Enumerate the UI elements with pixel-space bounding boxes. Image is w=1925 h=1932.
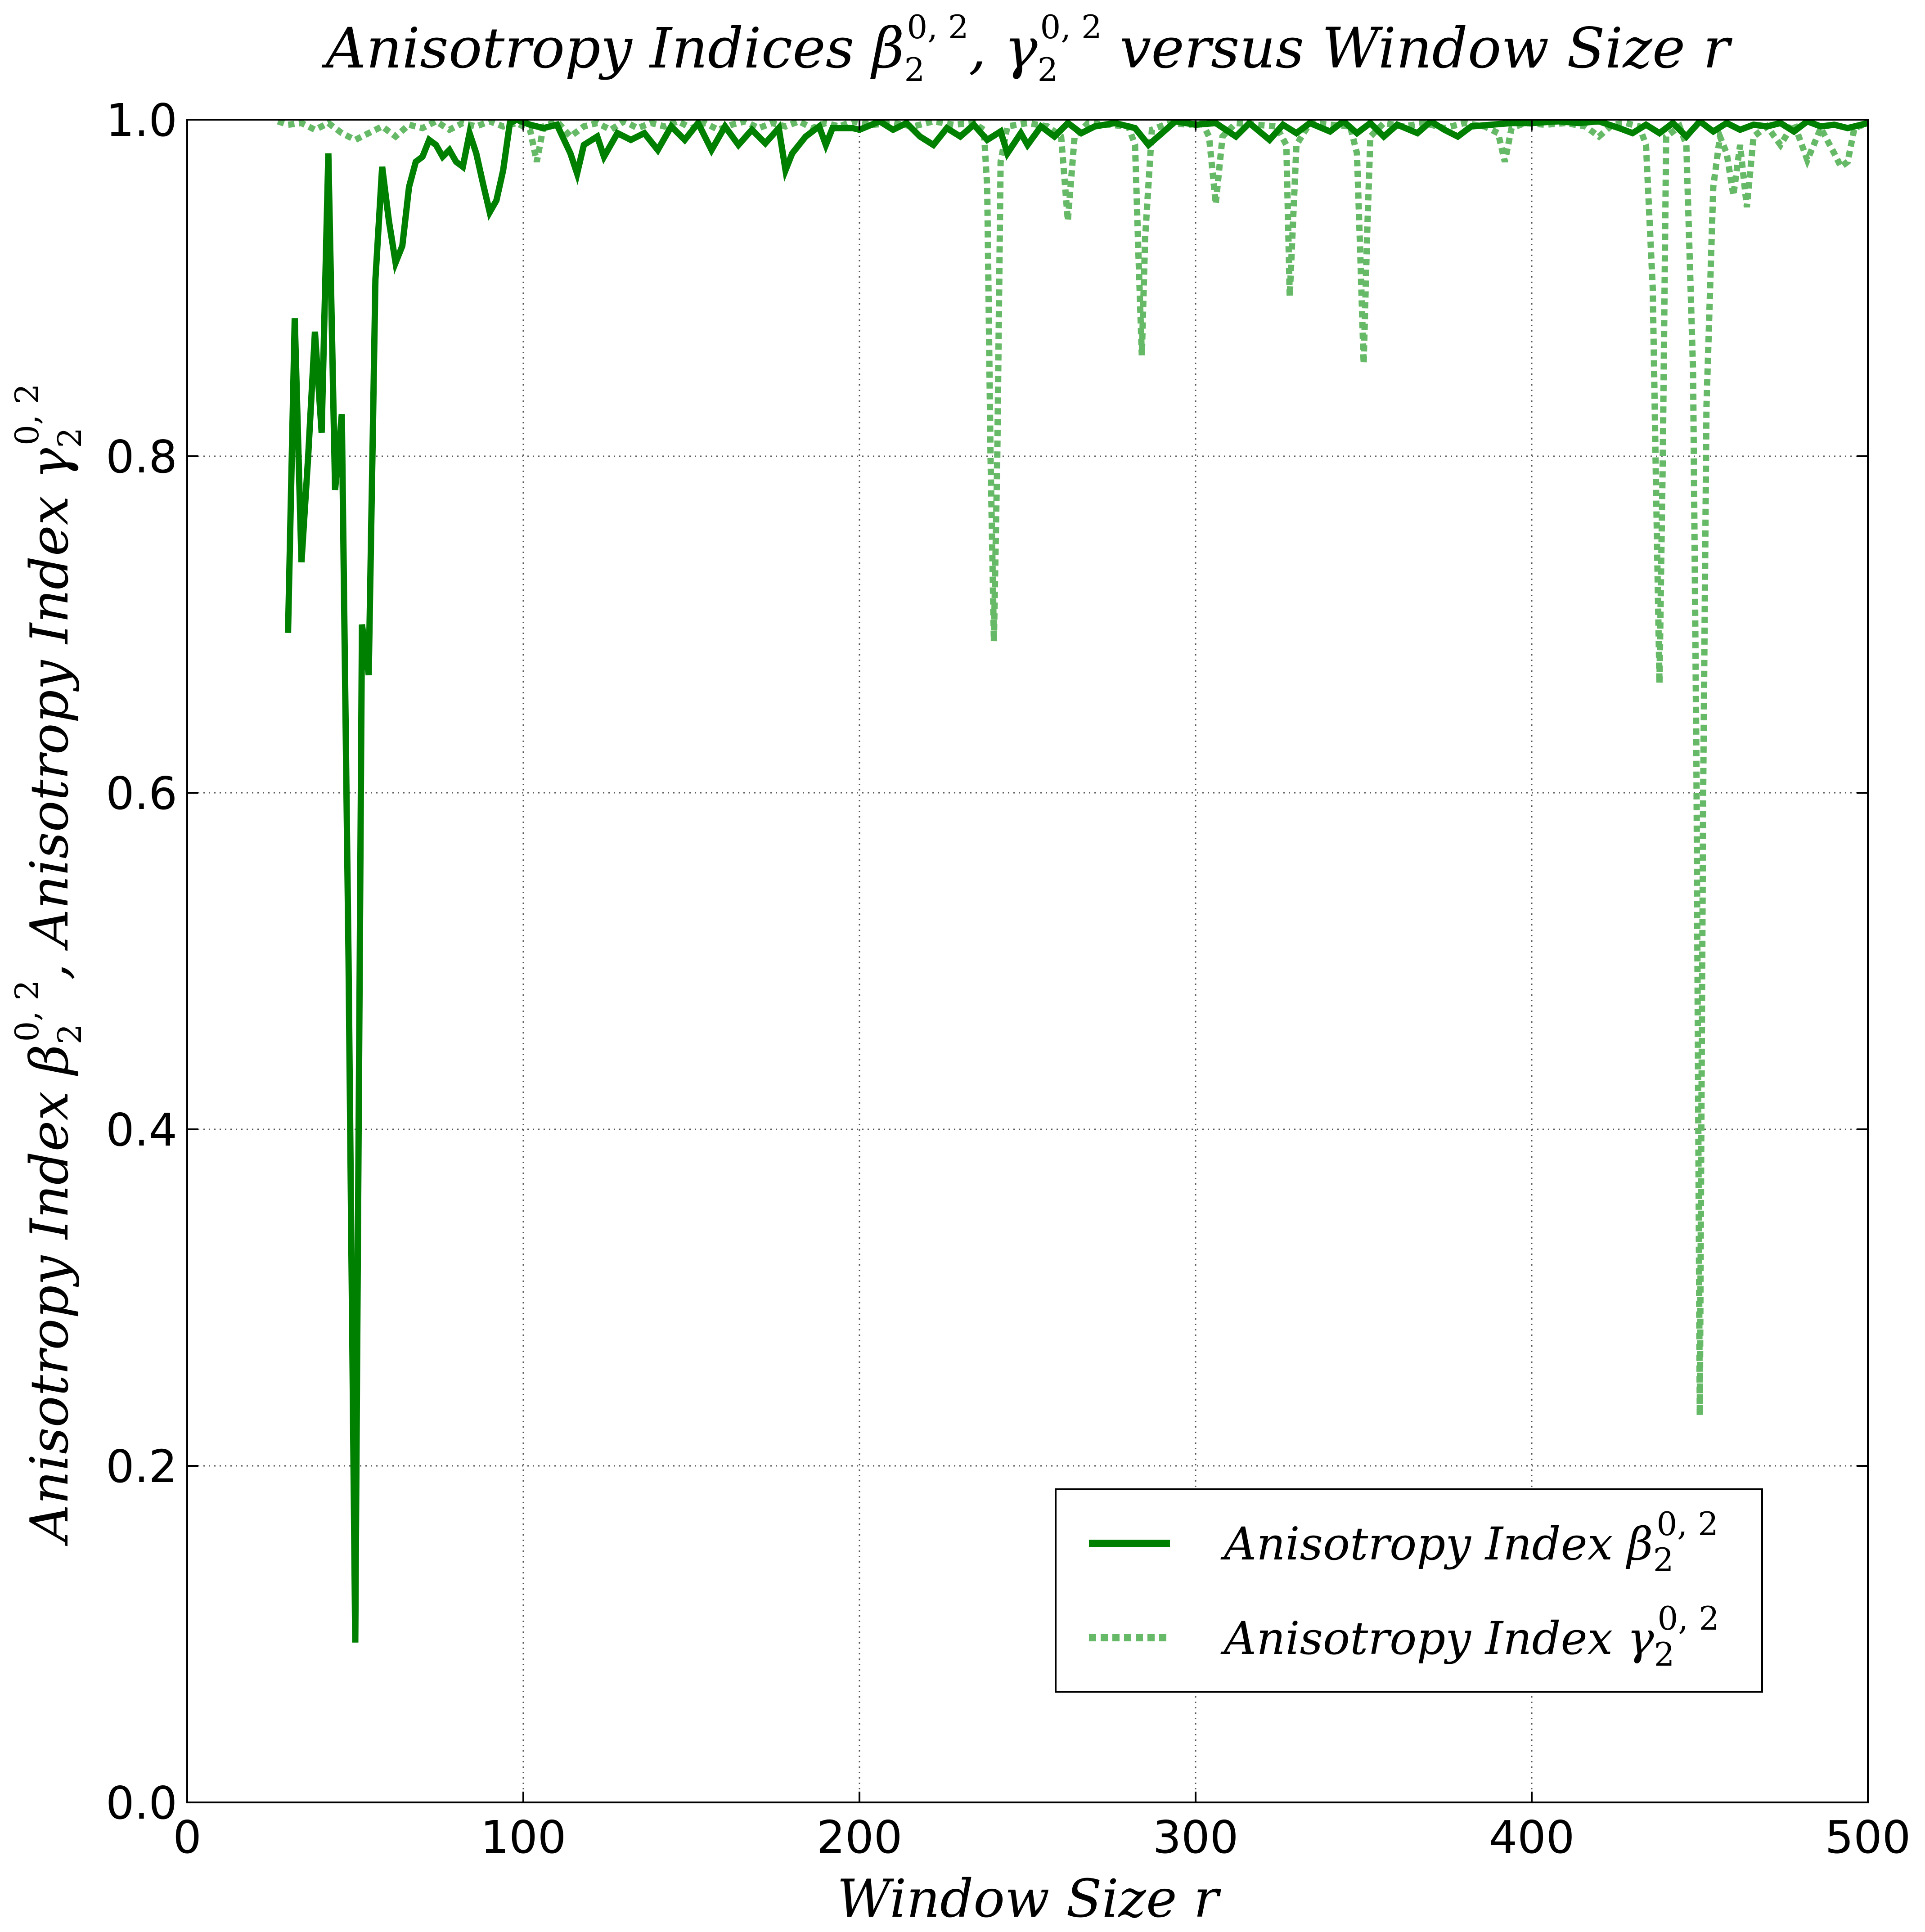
- legend-label-gamma: Anisotropy Index γ20, 2: [1220, 1600, 1719, 1673]
- x-tick-label: 300: [1153, 1811, 1239, 1864]
- x-tick-label: 500: [1825, 1811, 1911, 1864]
- y-axis-label: Anisotropy Index β20, 2, Anisotropy Inde…: [8, 383, 89, 1546]
- y-tick-label: 0.4: [106, 1104, 177, 1156]
- legend-label-beta: Anisotropy Index β20, 2: [1220, 1505, 1718, 1579]
- legend-box: [1055, 1488, 1763, 1693]
- y-axis-ticks: 0.0 0.2 0.4 0.6 0.8 1.0: [106, 94, 1868, 1829]
- series-line-beta: [285, 120, 1868, 1643]
- x-tick-label: 0: [173, 1811, 202, 1864]
- series-layer: [277, 120, 1868, 1643]
- y-tick-label: 0.8: [106, 431, 177, 483]
- x-tick-label: 100: [481, 1811, 567, 1864]
- y-tick-label: 0.0: [106, 1777, 177, 1829]
- y-tick-label: 0.2: [106, 1440, 177, 1493]
- y-tick-label: 1.0: [106, 94, 177, 147]
- plot-frame: [186, 119, 1869, 1803]
- y-tick-label: 0.6: [106, 767, 177, 820]
- chart-title: Anisotropy Indices β20, 2, γ20, 2 versus…: [321, 8, 1733, 89]
- x-axis-ticks: 0 100 200 300 400 500: [173, 120, 1911, 1864]
- x-axis-label: Window Size r: [837, 1869, 1221, 1929]
- x-tick-label: 200: [817, 1811, 903, 1864]
- x-tick-label: 400: [1489, 1811, 1575, 1864]
- legend: Anisotropy Index β20, 2 Anisotropy Index…: [1055, 1488, 1763, 1693]
